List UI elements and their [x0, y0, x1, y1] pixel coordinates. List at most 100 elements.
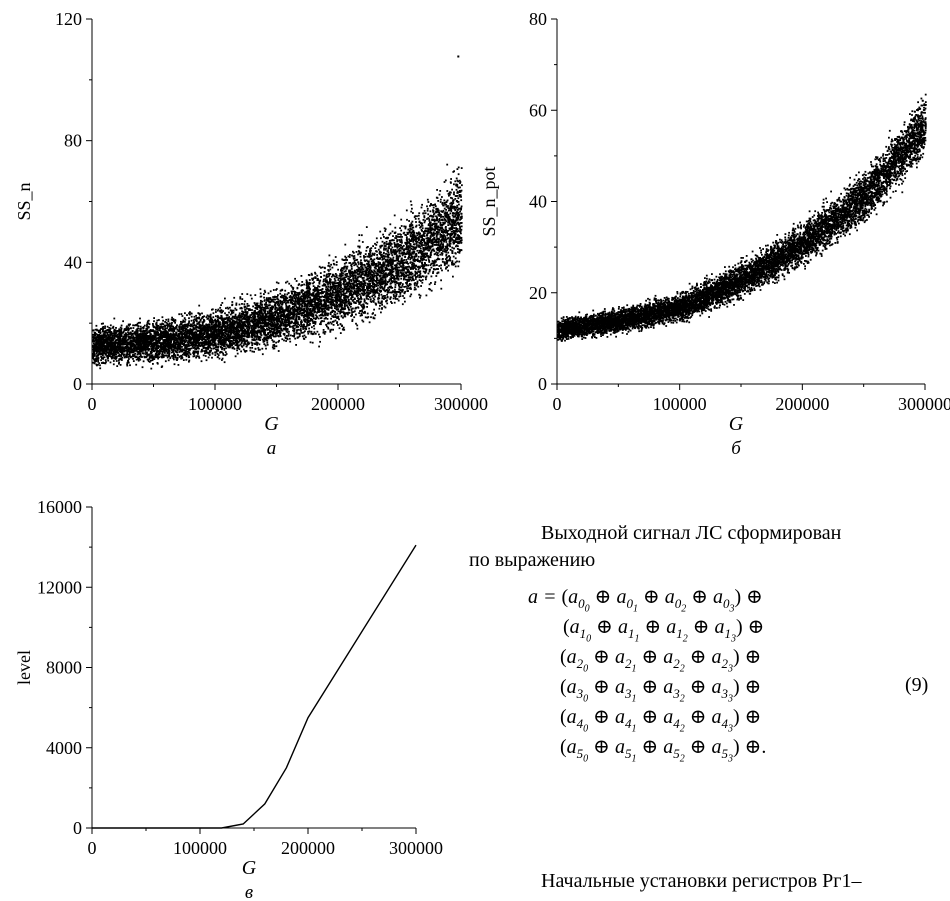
- scatter-point: [181, 355, 183, 358]
- scatter-point: [445, 220, 448, 223]
- scatter-point: [229, 324, 232, 327]
- scatter-point: [418, 239, 420, 242]
- scatter-point: [396, 250, 399, 253]
- scatter-point: [427, 224, 430, 227]
- scatter-point: [272, 289, 275, 291]
- scatter-point: [126, 363, 128, 366]
- scatter-point: [408, 225, 411, 228]
- scatter-point: [418, 267, 421, 269]
- scatter-point: [413, 286, 416, 289]
- scatter-point: [384, 295, 386, 297]
- scatter-point: [309, 314, 312, 317]
- scatter-point: [353, 281, 355, 284]
- scatter-point: [427, 247, 429, 250]
- scatter-point: [298, 298, 301, 301]
- scatter-point: [250, 331, 252, 334]
- scatter-point: [350, 298, 353, 301]
- scatter-point: [298, 291, 301, 294]
- scatter-point: [330, 298, 332, 301]
- scatter-point: [207, 317, 210, 320]
- scatter-point: [263, 325, 266, 327]
- scatter-point: [386, 299, 388, 302]
- scatter-point: [386, 264, 388, 267]
- scatter-point: [111, 336, 114, 339]
- scatter-point: [254, 336, 256, 338]
- scatter-point: [415, 284, 418, 287]
- scatter-point: [304, 330, 306, 333]
- scatter-point: [292, 288, 294, 290]
- scatter-point: [417, 217, 420, 220]
- scatter-point: [262, 322, 265, 325]
- scatter-point: [451, 262, 454, 264]
- scatter-point: [168, 354, 170, 356]
- scatter-point: [428, 219, 431, 222]
- scatter-point: [279, 320, 282, 323]
- scatter-point: [345, 312, 348, 314]
- scatter-point: [199, 318, 202, 321]
- scatter-point: [118, 353, 121, 356]
- scatter-point: [98, 331, 100, 333]
- scatter-point: [356, 265, 359, 268]
- scatter-point: [377, 261, 380, 263]
- scatter-point: [259, 339, 261, 341]
- scatter-point: [375, 285, 378, 287]
- scatter-point: [359, 261, 362, 264]
- scatter-point: [438, 258, 441, 261]
- scatter-point: [122, 354, 125, 357]
- scatter-point: [105, 347, 108, 350]
- scatter-point: [117, 336, 120, 339]
- scatter-point: [211, 342, 213, 345]
- scatter-point: [352, 272, 355, 275]
- scatter-point: [417, 252, 420, 254]
- scatter-point: [332, 288, 335, 290]
- scatter-point: [369, 253, 371, 256]
- scatter-point: [373, 284, 376, 287]
- scatter-point: [311, 312, 314, 315]
- scatter-point: [297, 300, 299, 303]
- scatter-point: [322, 314, 325, 317]
- scatter-point: [369, 296, 371, 298]
- scatter-point: [373, 298, 376, 301]
- scatter-point: [342, 294, 345, 297]
- scatter-point: [421, 203, 423, 206]
- scatter-point: [423, 232, 426, 235]
- scatter-point: [195, 351, 198, 354]
- scatter-point: [250, 320, 253, 323]
- scatter-point: [270, 320, 273, 322]
- scatter-point: [394, 259, 397, 262]
- scatter-point: [317, 295, 319, 298]
- scatter-point: [321, 284, 324, 287]
- scatter-point: [361, 287, 364, 290]
- scatter-point: [388, 274, 390, 276]
- scatter-point: [344, 273, 347, 276]
- scatter-point: [308, 324, 311, 326]
- scatter-point: [312, 317, 315, 320]
- scatter-point: [403, 267, 405, 270]
- scatter-point: [339, 332, 342, 334]
- scatter-point: [259, 301, 262, 304]
- scatter-point: [203, 319, 205, 321]
- scatter-point: [410, 288, 412, 290]
- scatter-point: [344, 258, 347, 261]
- scatter-point: [221, 357, 224, 360]
- scatter-point: [443, 222, 446, 225]
- scatter-point: [260, 303, 263, 306]
- scatter-point: [253, 317, 256, 320]
- scatter-point: [317, 285, 319, 287]
- scatter-point: [289, 340, 292, 343]
- scatter-point: [343, 304, 346, 306]
- scatter-point: [254, 320, 256, 322]
- scatter-point: [414, 235, 417, 238]
- scatter-point: [157, 347, 160, 350]
- scatter-point: [412, 248, 415, 251]
- scatter-point: [107, 359, 110, 362]
- scatter-point: [182, 330, 185, 332]
- scatter-point: [237, 335, 240, 338]
- scatter-point: [369, 292, 372, 294]
- scatter-point: [147, 349, 150, 352]
- scatter-point: [221, 346, 224, 349]
- scatter-point: [240, 319, 243, 321]
- scatter-point: [145, 351, 148, 354]
- scatter-point: [382, 274, 384, 277]
- scatter-point: [144, 332, 146, 335]
